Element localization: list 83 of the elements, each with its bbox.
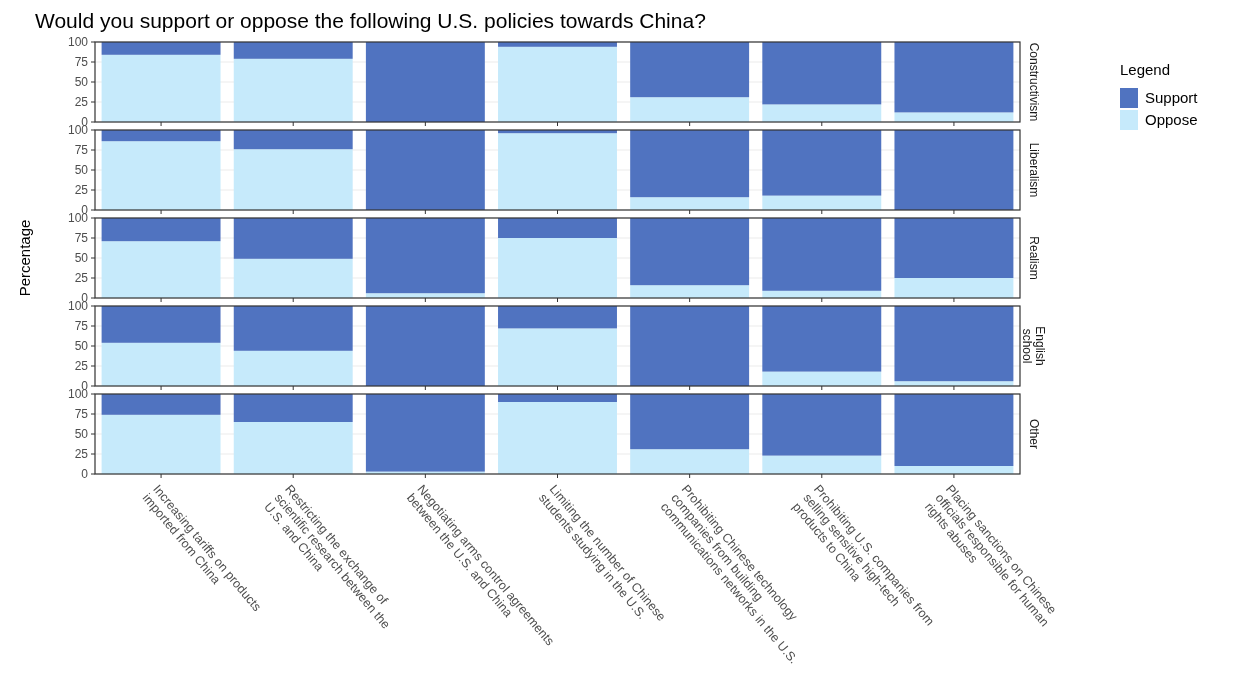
bar xyxy=(630,449,750,474)
bar xyxy=(894,112,1014,122)
y-tick-label: 75 xyxy=(74,407,89,422)
y-tick-label: 25 xyxy=(74,183,89,198)
bar xyxy=(101,42,221,55)
bar xyxy=(498,218,617,238)
bar xyxy=(498,306,617,329)
y-tick-label: 75 xyxy=(74,55,89,70)
bar xyxy=(762,306,882,372)
bar xyxy=(233,130,353,150)
bar xyxy=(101,141,221,210)
text: English school xyxy=(1020,326,1048,366)
bar xyxy=(762,218,882,291)
y-tick-label: 75 xyxy=(74,231,89,246)
bar xyxy=(498,402,617,474)
bar xyxy=(365,394,485,472)
bar xyxy=(894,130,1014,210)
bar xyxy=(630,130,750,198)
bar xyxy=(630,218,750,286)
bar xyxy=(365,306,485,386)
text: Constructivism xyxy=(1026,42,1041,122)
legend-label: Support xyxy=(1145,89,1199,107)
legend-title: Legend xyxy=(1120,61,1171,78)
bar xyxy=(233,422,353,474)
y-tick-label: 25 xyxy=(74,359,89,374)
bar xyxy=(101,394,221,415)
bar xyxy=(365,218,485,294)
bar xyxy=(101,306,221,343)
bar xyxy=(894,306,1014,382)
bar xyxy=(630,285,750,298)
y-tick-label: 25 xyxy=(74,271,89,286)
y-tick-label: 50 xyxy=(74,75,89,90)
bar xyxy=(630,306,750,386)
bar xyxy=(233,218,353,259)
y-tick-label: 50 xyxy=(74,163,89,178)
bar xyxy=(233,306,353,351)
bar xyxy=(762,195,882,210)
bar xyxy=(233,42,353,59)
y-tick-label: 50 xyxy=(74,339,89,354)
y-tick-label: 50 xyxy=(74,251,89,266)
bar xyxy=(762,455,882,474)
bar xyxy=(498,46,617,122)
bar xyxy=(233,258,353,298)
bar xyxy=(762,130,882,196)
y-tick-label: 25 xyxy=(74,447,89,462)
bar xyxy=(894,278,1014,298)
y-tick-label: 75 xyxy=(74,143,89,158)
bar xyxy=(630,197,750,210)
bar xyxy=(762,104,882,122)
bar xyxy=(101,218,221,242)
text: Liberalism xyxy=(1026,142,1041,198)
legend-label: Oppose xyxy=(1145,111,1198,129)
bar xyxy=(101,342,221,386)
y-tick-label: 75 xyxy=(74,319,89,334)
bar xyxy=(233,149,353,210)
bar xyxy=(894,394,1014,466)
bar xyxy=(365,42,485,122)
bar xyxy=(894,218,1014,278)
bar xyxy=(630,394,750,450)
bar xyxy=(233,58,353,122)
y-axis-title: Percentage xyxy=(16,219,33,297)
bar xyxy=(762,42,882,105)
y-tick-label: 25 xyxy=(74,95,89,110)
bar xyxy=(630,97,750,122)
bar xyxy=(498,328,617,386)
bar xyxy=(233,350,353,386)
text: Other xyxy=(1026,418,1041,450)
text: Realism xyxy=(1026,236,1041,280)
bar xyxy=(101,241,221,298)
bar xyxy=(894,42,1014,113)
bar xyxy=(233,394,353,422)
bar xyxy=(365,130,485,210)
y-tick-label: 100 xyxy=(67,35,89,50)
bar xyxy=(498,238,617,298)
bar xyxy=(498,133,617,210)
bar xyxy=(101,54,221,122)
bar xyxy=(101,414,221,474)
bar xyxy=(762,371,882,386)
bar xyxy=(762,394,882,456)
y-tick-label: 0 xyxy=(81,467,89,482)
chart-title: Would you support or oppose the following U.S. policies towards China? xyxy=(35,9,706,32)
bar xyxy=(630,42,750,98)
y-tick-label: 50 xyxy=(74,427,89,442)
